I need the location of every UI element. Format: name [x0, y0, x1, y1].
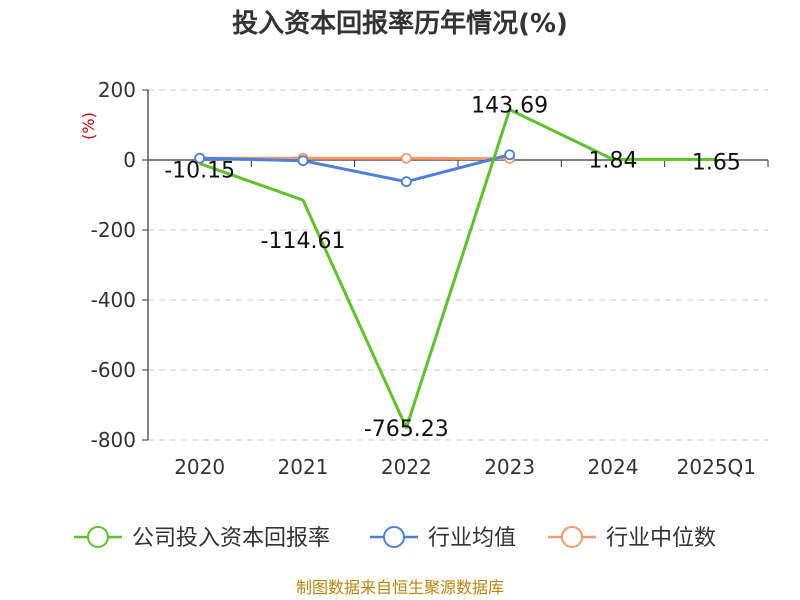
data-label: -10.15: [164, 159, 235, 184]
x-tick-label: 2022: [381, 455, 432, 479]
data-label: -114.61: [261, 229, 346, 254]
x-tick-label: 2021: [278, 455, 329, 479]
y-tick-label: 200: [98, 78, 136, 102]
x-axis: 2020 2021 2022 2023 2024 2025Q1: [147, 159, 769, 479]
chart-title: 投入资本回报率历年情况(%): [232, 8, 568, 39]
y-axis-ticks: 200 0 -200 -400 -600 -800: [91, 78, 149, 452]
data-labels: -10.15 -114.61 -765.23 143.69 1.84 1.65: [164, 94, 741, 442]
y-tick-label: -600: [91, 358, 136, 382]
legend-label: 公司投入资本回报率: [132, 526, 330, 551]
x-tick-label: 2023: [484, 455, 535, 479]
legend: 公司投入资本回报率 行业均值 行业中位数: [74, 526, 716, 551]
data-label: 1.84: [589, 148, 638, 173]
legend-label: 行业中位数: [606, 526, 716, 551]
y-tick-label: -200: [91, 218, 136, 242]
y-tick-label: 0: [123, 148, 136, 172]
series-line-0: [199, 108, 717, 430]
series-point-1: [297, 155, 309, 167]
data-label: 1.65: [692, 150, 741, 175]
x-tick-label: 2025Q1: [677, 455, 756, 479]
data-label: 143.69: [471, 94, 548, 119]
series-group: [194, 108, 717, 430]
data-label: -765.23: [364, 417, 449, 442]
y-axis-unit: (%): [79, 112, 98, 140]
legend-marker: [383, 526, 405, 548]
series-point-1: [194, 152, 206, 164]
y-tick-label: -400: [91, 288, 136, 312]
x-tick-label: 2024: [588, 455, 639, 479]
legend-marker: [87, 526, 109, 548]
y-tick-label: -800: [91, 428, 136, 452]
series-point-2: [400, 152, 412, 164]
grid-lines: [148, 89, 768, 441]
source-note: 制图数据来自恒生聚源数据库: [296, 578, 504, 597]
x-tick-label: 2020: [174, 455, 225, 479]
series-line-1: [199, 153, 511, 184]
legend-label: 行业均值: [428, 526, 516, 551]
legend-marker: [561, 526, 583, 548]
series-point-1: [400, 176, 412, 188]
series-point-1: [504, 149, 516, 161]
